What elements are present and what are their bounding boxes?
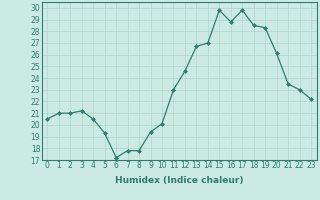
X-axis label: Humidex (Indice chaleur): Humidex (Indice chaleur) bbox=[115, 176, 244, 185]
